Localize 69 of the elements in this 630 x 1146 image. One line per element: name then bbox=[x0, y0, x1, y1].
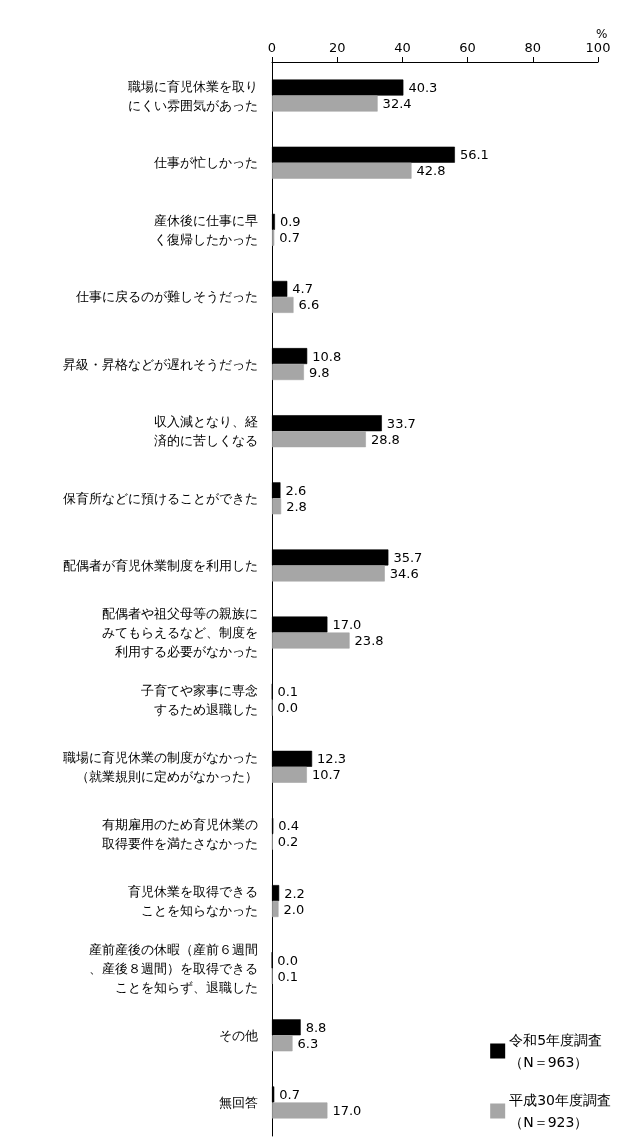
data-label: 2.8 bbox=[286, 498, 307, 514]
data-label: 17.0 bbox=[332, 617, 362, 633]
data-label: 9.8 bbox=[308, 364, 330, 380]
data-label: 0.1 bbox=[277, 684, 299, 700]
data-label: 40.3 bbox=[408, 80, 438, 96]
data-label: 8.8 bbox=[305, 1019, 327, 1035]
bar bbox=[272, 296, 294, 313]
y-tick-label: 育児休業を取得できることを知らなかった bbox=[128, 884, 258, 919]
data-label: 17.0 bbox=[332, 1102, 362, 1118]
y-tick-label: 保育所などに預けることができた bbox=[63, 490, 258, 506]
bar bbox=[272, 364, 304, 381]
data-label: 6.6 bbox=[298, 297, 320, 313]
y-tick-label: 産休後に仕事に早く復帰したかった bbox=[154, 212, 258, 247]
bar bbox=[272, 498, 282, 515]
y-tick-label: 産前産後の休暇（産前６週間、産後８週間）を取得できることを知らず、退職した bbox=[89, 941, 258, 995]
data-label: 2.2 bbox=[284, 885, 305, 901]
y-tick-label: 仕事に戻るのが難しそうだった bbox=[75, 289, 258, 305]
y-tick-label: 子育てや家事に専念するため退職した bbox=[141, 682, 258, 717]
data-label: 2.0 bbox=[283, 901, 305, 917]
bar bbox=[272, 565, 385, 582]
data-label: 23.8 bbox=[354, 633, 384, 649]
data-label: 42.8 bbox=[416, 163, 446, 179]
data-label: 10.8 bbox=[312, 348, 342, 364]
x-tick-label: 100 bbox=[585, 40, 611, 55]
y-tick-label: 仕事が忙しかった bbox=[153, 155, 258, 171]
x-tick-label: 80 bbox=[524, 40, 542, 55]
data-label: 0.4 bbox=[278, 818, 299, 834]
x-tick-label: 40 bbox=[394, 40, 411, 55]
y-tick-label: 配偶者が育児休業制度を利用した bbox=[63, 557, 258, 573]
x-tick-label: 0 bbox=[267, 40, 277, 55]
x-tick-label: 60 bbox=[459, 40, 476, 55]
data-label: 35.7 bbox=[393, 549, 423, 565]
bar bbox=[272, 766, 307, 783]
bar bbox=[272, 1102, 328, 1119]
data-label: 34.6 bbox=[389, 565, 419, 581]
data-label: 32.4 bbox=[382, 96, 412, 112]
legend-label: 令和5年度調査（N＝963） bbox=[509, 1032, 603, 1070]
bar bbox=[272, 431, 366, 448]
y-tick-label: 無回答 bbox=[219, 1094, 258, 1110]
y-tick-label: 職場に育児休業を取りにくい雰囲気があった bbox=[128, 78, 258, 113]
data-label: 0.9 bbox=[279, 214, 301, 230]
x-tick-label: 20 bbox=[328, 40, 346, 55]
y-tick-label: その他 bbox=[219, 1027, 258, 1043]
y-tick-label: 有期雇用のため育児休業の取得要件を満たさなかった bbox=[102, 816, 258, 851]
bar bbox=[272, 95, 378, 112]
data-label: 0.7 bbox=[279, 230, 300, 246]
bar bbox=[272, 162, 412, 179]
x-axis-title: % bbox=[596, 27, 608, 41]
y-tick-label: 配偶者や祖父母等の親族にみてもらえるなど、制度を利用する必要がなかった bbox=[102, 606, 258, 660]
data-label: 33.7 bbox=[386, 415, 416, 431]
legend-label: 平成30年度調査（N＝923） bbox=[509, 1092, 612, 1130]
data-label: 56.1 bbox=[459, 147, 489, 163]
data-label: 28.8 bbox=[370, 431, 400, 447]
bar bbox=[272, 632, 350, 649]
data-label: 0.0 bbox=[277, 952, 298, 968]
data-label: 0.0 bbox=[277, 700, 298, 716]
data-label: 0.2 bbox=[277, 834, 299, 850]
y-tick-label: 収入減となり、経済的に苦しくなる bbox=[154, 414, 258, 449]
data-label: 2.6 bbox=[285, 482, 307, 498]
data-label: 6.3 bbox=[297, 1035, 319, 1051]
bar bbox=[272, 1035, 293, 1052]
y-tick-label: 職場に育児休業の制度がなかった（就業規則に定めがなかった） bbox=[63, 749, 258, 784]
bar bbox=[272, 901, 279, 918]
data-label: 0.7 bbox=[279, 1086, 300, 1102]
data-label: 12.3 bbox=[317, 751, 347, 767]
data-label: 10.7 bbox=[311, 767, 341, 783]
data-label: 0.1 bbox=[277, 968, 299, 984]
data-label: 4.7 bbox=[292, 281, 314, 297]
y-tick-label: 昇級・昇格などが遅れそうだった bbox=[63, 356, 258, 372]
